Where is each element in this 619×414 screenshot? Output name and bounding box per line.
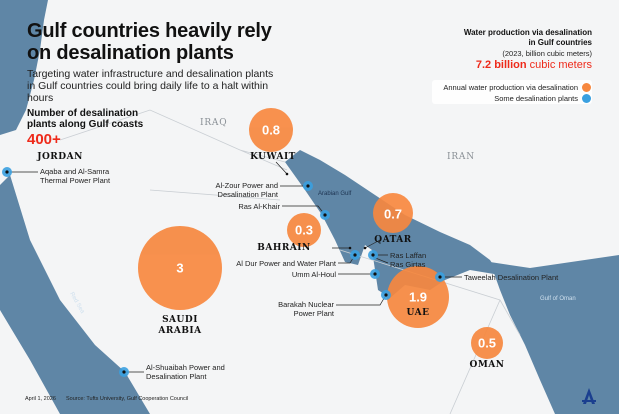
bubble-saudi-arabia: [138, 226, 222, 310]
plant-label-barakah: Barakah Nuclear Power Plant: [278, 300, 334, 318]
bubble-oman: [471, 327, 503, 359]
bubble-kuwait: [249, 108, 293, 152]
production-title-1: Water production via desalination: [463, 28, 592, 37]
value-oman: 0.5: [477, 335, 497, 351]
plant-markers: [2, 167, 445, 377]
footer-source: Source: Tufts University, Gulf Cooperati…: [66, 396, 189, 402]
value-saudi-arabia: 3: [176, 260, 184, 276]
legend-blue-dot-icon: [582, 94, 591, 103]
label-jordan: JORDAN: [37, 152, 83, 162]
plant-label-taweelah: Taweelah Desalination Plant: [464, 273, 559, 282]
plant-label-aqaba: Aqaba and Al-Samra Thermal Power Plant: [40, 167, 111, 185]
plant-label-al-dur: Al Dur Power and Water Plant: [236, 259, 336, 268]
production-unit-note: (2023, billion cubic meters): [502, 49, 592, 58]
mediterranean-sea: [0, 0, 48, 135]
bubble-qatar: [373, 193, 413, 233]
plant-label-ras-al-khair: Ras Al-Khair: [238, 202, 280, 211]
footer-date: April 1, 2026: [25, 396, 56, 402]
label-uae: UAE: [406, 308, 430, 318]
production-total-unit: cubic meters: [529, 59, 592, 71]
value-qatar: 0.7: [383, 206, 403, 222]
label-kuwait: KUWAIT: [250, 152, 296, 162]
label-bahrain: BAHRAIN: [257, 243, 311, 253]
red-sea: [0, 175, 150, 414]
label-iraq: IRAQ: [200, 118, 228, 128]
plant-label-al-zour: Al-Zour Power and Desalination Plant: [215, 181, 278, 199]
borders: [59, 109, 521, 414]
page-title: Gulf countries heavily rely on desalinat…: [27, 20, 272, 64]
legend-label-production: Annual water production via desalination: [443, 83, 578, 92]
bubble-bahrain: [287, 213, 321, 247]
legend-label-plants: Some desalination plants: [494, 94, 578, 103]
value-kuwait: 0.8: [261, 122, 281, 138]
label-oman: OMAN: [469, 360, 505, 370]
plant-label-ras-girtas: Ras Girtas: [390, 260, 426, 269]
legend-orange-dot-icon: [582, 83, 591, 92]
plants-count-label: Number of desalination plants along Gulf…: [27, 108, 144, 130]
subtitle: Targeting water infrastructure and desal…: [27, 68, 274, 104]
agency-logo: [582, 388, 596, 404]
gulf-of-oman: [490, 255, 619, 414]
production-title-2: in Gulf countries: [528, 38, 592, 47]
plant-label-umm-al-houl: Umm Al-Houl: [291, 270, 336, 279]
label-iran: IRAN: [447, 152, 475, 162]
plants-count-value: 400+: [27, 131, 61, 148]
label-arabian-gulf: Arabian Gulf: [318, 191, 352, 197]
value-bahrain: 0.3: [294, 222, 314, 238]
bubble-uae: [387, 266, 449, 328]
production-total-value: 7.2 billion: [475, 59, 527, 71]
plant-label-al-shuaibah: Al-Shuaibah Power and Desalination Plant: [146, 363, 225, 381]
value-uae: 1.9: [408, 289, 428, 305]
production-total: 7.2 billion cubic meters: [476, 59, 592, 71]
label-saudi-arabia: SAUDI ARABIA: [158, 315, 202, 336]
plant-label-ras-laffan: Ras Laffan: [390, 251, 427, 260]
label-gulf-of-oman: Gulf of Oman: [540, 296, 576, 302]
production-bubbles: [138, 108, 503, 359]
legend: [432, 80, 592, 104]
label-qatar: QATAR: [374, 235, 412, 245]
